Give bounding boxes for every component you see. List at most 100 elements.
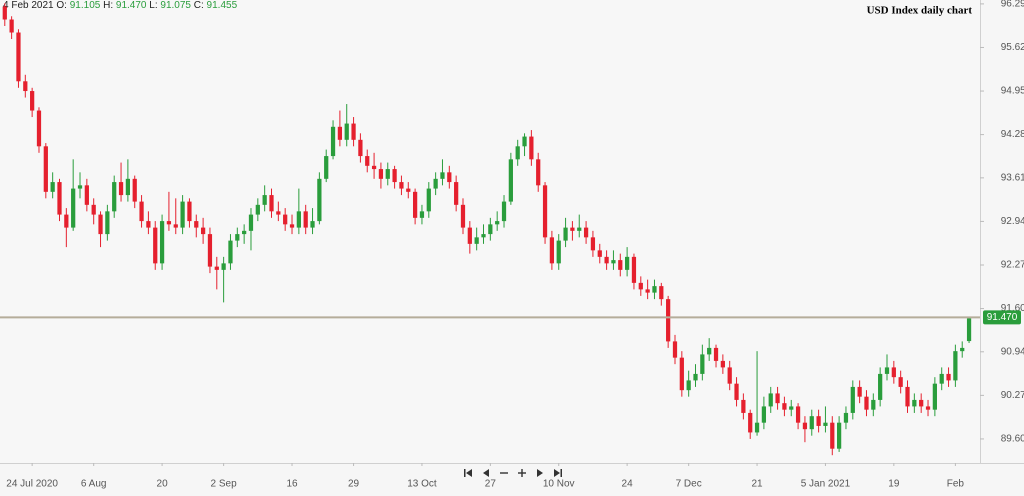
candle-body <box>194 221 199 228</box>
nav-zoom-out[interactable] <box>498 467 510 479</box>
candle-body <box>228 240 233 264</box>
candle-body <box>754 422 760 433</box>
candle-body <box>884 367 890 374</box>
x-tick-label: 6 Aug <box>81 479 107 490</box>
candle-body <box>289 224 295 228</box>
nav-back[interactable] <box>480 467 492 479</box>
candle-body <box>700 354 705 374</box>
header-label: L: <box>149 0 157 11</box>
candle-body <box>515 146 520 160</box>
candle-body <box>549 237 555 264</box>
candle-body <box>871 399 876 410</box>
candle-body <box>638 282 643 290</box>
candle-body <box>912 399 917 407</box>
candle-body <box>843 412 849 423</box>
candle-body <box>180 201 185 228</box>
header-label: O: <box>56 0 67 11</box>
candle-body <box>358 139 363 157</box>
nav-forward[interactable] <box>534 467 546 479</box>
candle-body <box>809 416 814 430</box>
candle-body <box>898 377 903 387</box>
navigation <box>462 467 564 479</box>
candle-body <box>187 201 192 222</box>
y-tick-label: 94.950 <box>1001 86 1024 97</box>
candle-body <box>392 169 397 183</box>
candle-body <box>255 204 260 215</box>
candle-body <box>481 234 486 238</box>
candle-body <box>597 250 602 257</box>
candle-body <box>84 185 89 205</box>
candle-body <box>132 178 137 202</box>
candle-body <box>802 422 808 430</box>
candle-body <box>501 201 507 222</box>
candle-body <box>508 159 513 202</box>
candle-body <box>303 211 308 228</box>
nav-zoom-in[interactable] <box>516 467 528 479</box>
header-value: 91.470 <box>116 0 147 11</box>
candle-body <box>50 182 55 192</box>
candle-body <box>939 373 944 384</box>
candle-body <box>563 227 568 241</box>
candle-body <box>748 412 753 433</box>
candle-body <box>146 221 151 228</box>
candle-body <box>378 169 384 179</box>
header-date: 4 Feb 2021 <box>3 0 54 11</box>
candle-body <box>679 357 684 391</box>
candle-body <box>782 403 787 410</box>
candle-body <box>112 182 117 212</box>
ohlc-header: 4 Feb 2021 O: 91.105 H: 91.470 L: 91.075… <box>3 0 238 11</box>
candle-body <box>262 195 267 205</box>
candle-body <box>932 383 937 410</box>
candle-body <box>317 178 322 222</box>
price-label: 91.470 <box>987 312 1018 323</box>
candle-body <box>720 360 725 368</box>
candle-body <box>707 347 712 355</box>
candle-body <box>440 172 445 179</box>
candle-body <box>529 136 534 160</box>
candle-body <box>214 266 219 270</box>
candle-body <box>324 156 329 179</box>
candle-body <box>919 399 924 407</box>
x-tick-label: 20 <box>157 479 169 490</box>
candle-body <box>276 211 281 215</box>
candle-body <box>556 240 561 264</box>
candle-body <box>399 182 404 189</box>
candle-body <box>57 182 62 215</box>
header-text: 4 Feb 2021 O: 91.105 H: 91.470 L: 91.075… <box>3 0 238 11</box>
candle-body <box>467 227 472 244</box>
candle-body <box>64 214 69 228</box>
candle-body <box>542 185 548 238</box>
candle-body <box>43 146 48 192</box>
candle-body <box>433 178 438 189</box>
candle-body <box>659 286 664 300</box>
candle-body <box>474 237 479 244</box>
y-tick-label: 96.290 <box>1001 0 1024 10</box>
nav-first[interactable] <box>462 467 474 479</box>
candle-body <box>105 211 110 235</box>
x-tick-label: 2 Sep <box>211 479 238 490</box>
nav-last[interactable] <box>552 467 564 479</box>
candle-body <box>577 227 582 231</box>
candle-body <box>419 211 425 218</box>
candle-body <box>426 188 431 212</box>
candle-body <box>460 204 466 228</box>
y-tick-label: 94.280 <box>1001 129 1024 140</box>
candle-body <box>385 169 390 179</box>
y-tick-label: 92.275 <box>1001 260 1024 271</box>
candle-body <box>337 126 343 140</box>
x-tick-label: 19 <box>888 479 900 490</box>
candle-body <box>242 230 247 235</box>
candle-body <box>71 188 76 228</box>
candle-body <box>624 256 630 270</box>
candle-body <box>611 260 616 264</box>
candle-body <box>775 393 780 404</box>
candle-body <box>98 214 103 235</box>
candle-body <box>570 227 575 231</box>
candle-body <box>235 234 240 241</box>
x-tick-label: 13 Oct <box>407 479 437 490</box>
candle-body <box>406 188 411 192</box>
candle-body <box>371 165 377 170</box>
candle-body <box>248 214 254 231</box>
candle-body <box>173 224 178 228</box>
candle-body <box>2 6 7 20</box>
